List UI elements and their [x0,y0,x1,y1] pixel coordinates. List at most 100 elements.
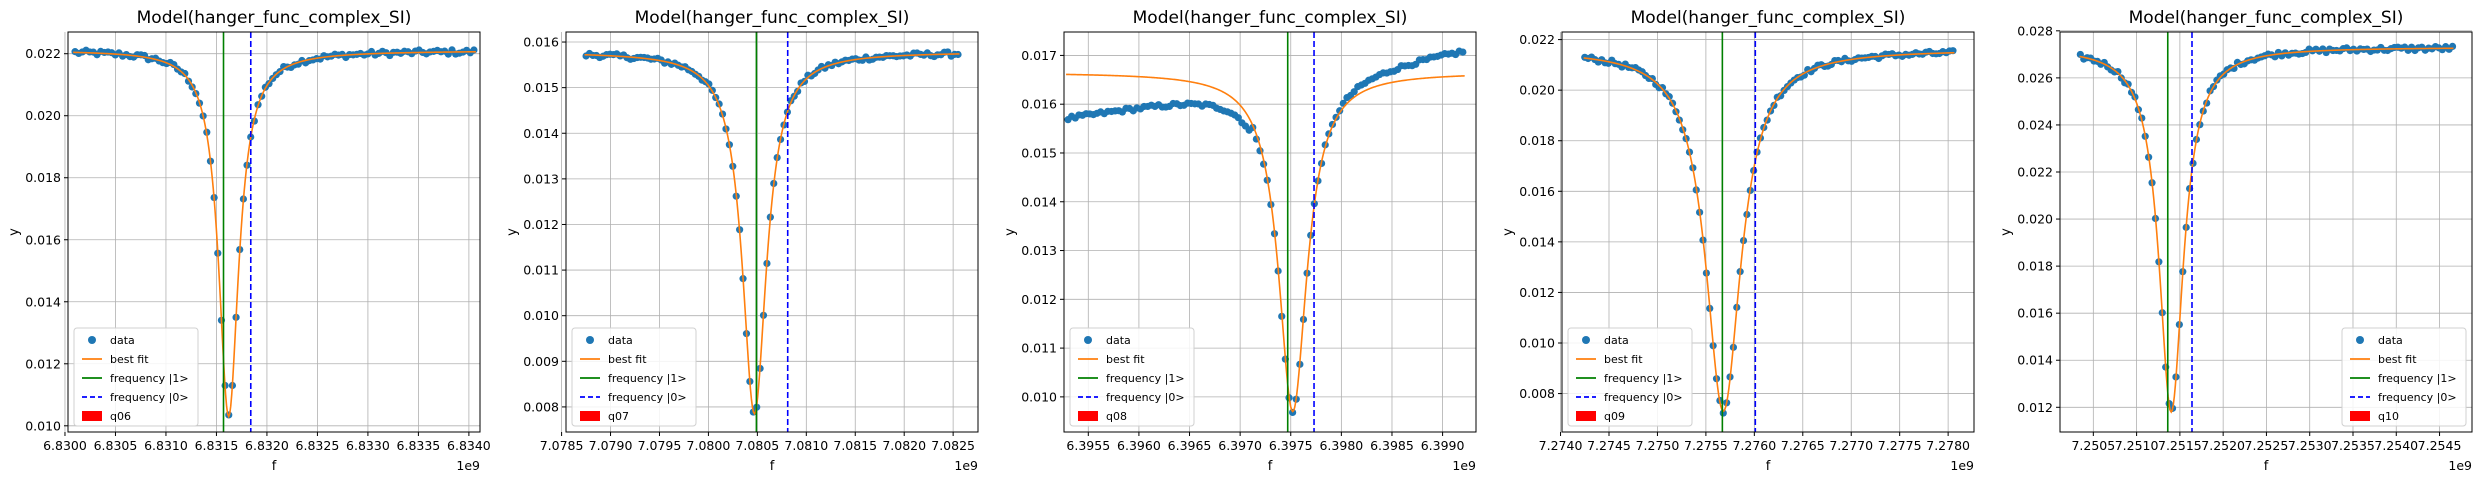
y-tick-label: 0.014 [523,126,559,141]
x-tick-label: 6.8305 [94,438,138,453]
best-fit-line [2079,47,2454,414]
legend-label: frequency |0> [1604,391,1683,404]
x-offset-label: 1e9 [954,458,978,473]
y-tick-label: 0.026 [2017,70,2053,85]
y-tick-label: 0.012 [25,356,61,371]
x-tick-label: 7.2765 [1781,438,1825,453]
data-point [181,69,189,78]
axes-frame [1063,31,1477,433]
data-series [1064,47,1467,417]
legend-label: frequency |0> [2378,391,2457,404]
best-fit-line [1066,73,1465,413]
y-tick-label: 0.022 [1519,32,1555,47]
y-tick-label: 0.008 [523,399,559,414]
x-offset-label: 1e9 [456,458,480,473]
chart-title: Model(hanger_func_complex_SI) [635,8,910,28]
x-tick-label: 6.3975 [1269,438,1313,453]
x-tick-label: 6.3990 [1421,438,1465,453]
axes-frame [565,31,979,433]
chart-svg: 6.8300 6.8305 6.8310 6.8315 6.8320 6.8325 6.83… [7,8,491,474]
y-tick-label: 0.018 [1519,133,1555,148]
x-tick-label: 7.2750 [1636,438,1680,453]
x-tick-label: 7.0795 [638,438,682,453]
x-tick-label: 6.8335 [397,438,441,453]
y-tick-label: 0.016 [1519,184,1555,199]
x-tick-label: 6.3960 [1117,438,1161,453]
y-tick-label: 0.017 [1021,48,1057,63]
x-tick-label: 6.8325 [296,438,340,453]
legend-label: best fit [608,353,647,366]
y-tick-label: 0.020 [1519,83,1555,98]
legend-label: data [1106,334,1131,347]
legend-marker-data [1582,336,1590,344]
y-tick-label: 0.018 [25,170,61,185]
y-tick-label: 0.020 [2017,212,2053,227]
best-fit-line [584,53,960,416]
x-tick-label: 7.0815 [833,438,877,453]
y-tick-label: 0.009 [523,354,559,369]
data-point [1234,114,1242,122]
x-tick-label: 7.0785 [540,438,584,453]
x-offset-label: 1e9 [1950,458,1974,473]
legend-marker-qubit [2350,411,2370,421]
legend-label: frequency |1> [1106,372,1185,385]
x-tick-label: 6.3985 [1370,438,1414,453]
x-tick-label: 7.2520 [2201,438,2245,453]
y-tick-label: 0.010 [523,308,559,323]
y-tick-label: 0.020 [25,108,61,123]
x-offset-label: 1e9 [1452,458,1476,473]
x-tick-label: 6.8310 [144,438,188,453]
chart-panel-4: 7.2740 7.2745 7.2750 7.2755 7.2760 7.2765 7.27… [1494,0,1992,490]
legend-label: frequency |1> [2378,372,2457,385]
legend: data best fit frequency |1> frequency |0> q0… [73,327,199,427]
y-tick-label: 0.011 [1021,341,1057,356]
x-tick-label: 7.0800 [687,438,731,453]
legend-marker-data [586,336,594,344]
legend-label: q06 [110,410,131,423]
y-tick-label: 0.016 [1021,97,1057,112]
data-series [582,48,962,416]
y-tick-label: 0.022 [25,46,61,61]
legend-marker-qubit [82,411,102,421]
x-tick-label: 6.3970 [1218,438,1262,453]
legend-label: frequency |1> [1604,372,1683,385]
x-axis-label: f [770,459,775,474]
x-tick-label: 7.0825 [931,438,975,453]
x-offset-label: 1e9 [2448,458,2472,473]
x-axis-label: f [2264,459,2269,474]
x-axis-label: f [1766,459,1771,474]
chart-title: Model(hanger_func_complex_SI) [1133,8,1408,28]
y-axis-label: y [1003,228,1018,236]
y-tick-label: 0.015 [523,80,559,95]
x-tick-label: 6.8330 [346,438,390,453]
x-tick-label: 7.2535 [2331,438,2375,453]
chart-svg: 7.2505 7.2510 7.2515 7.2520 7.2525 7.2530 7.25… [1999,8,2473,474]
legend-label: q07 [608,410,629,423]
y-tick-label: 0.024 [2017,117,2053,132]
y-tick-label: 0.014 [25,294,61,309]
x-tick-label: 6.8340 [447,438,491,453]
y-tick-label: 0.016 [25,232,61,247]
chart-panel-3: 6.3955 6.3960 6.3965 6.3970 6.3975 6.3980 6.39… [996,0,1494,490]
x-tick-label: 7.2780 [1926,438,1970,453]
x-tick-label: 7.0810 [784,438,828,453]
legend-label: frequency |0> [608,391,687,404]
x-tick-label: 7.2775 [1878,438,1922,453]
data-point [1350,88,1358,96]
y-tick-label: 0.012 [523,217,559,232]
x-tick-label: 7.2740 [1539,438,1583,453]
x-tick-label: 6.3955 [1066,438,1110,453]
legend-label: data [2378,334,2403,347]
y-tick-label: 0.016 [523,35,559,50]
chart-title: Model(hanger_func_complex_SI) [1631,8,1906,28]
y-tick-label: 0.014 [1519,234,1555,249]
y-tick-label: 0.014 [1021,194,1057,209]
grid [1560,32,1974,432]
legend-label: frequency |1> [608,372,687,385]
y-tick-label: 0.010 [1021,389,1057,404]
y-axis-label: y [1501,228,1516,236]
data-point [1459,48,1467,56]
legend-label: best fit [1106,353,1145,366]
legend-label: frequency |1> [110,372,189,385]
y-tick-label: 0.010 [25,418,61,433]
